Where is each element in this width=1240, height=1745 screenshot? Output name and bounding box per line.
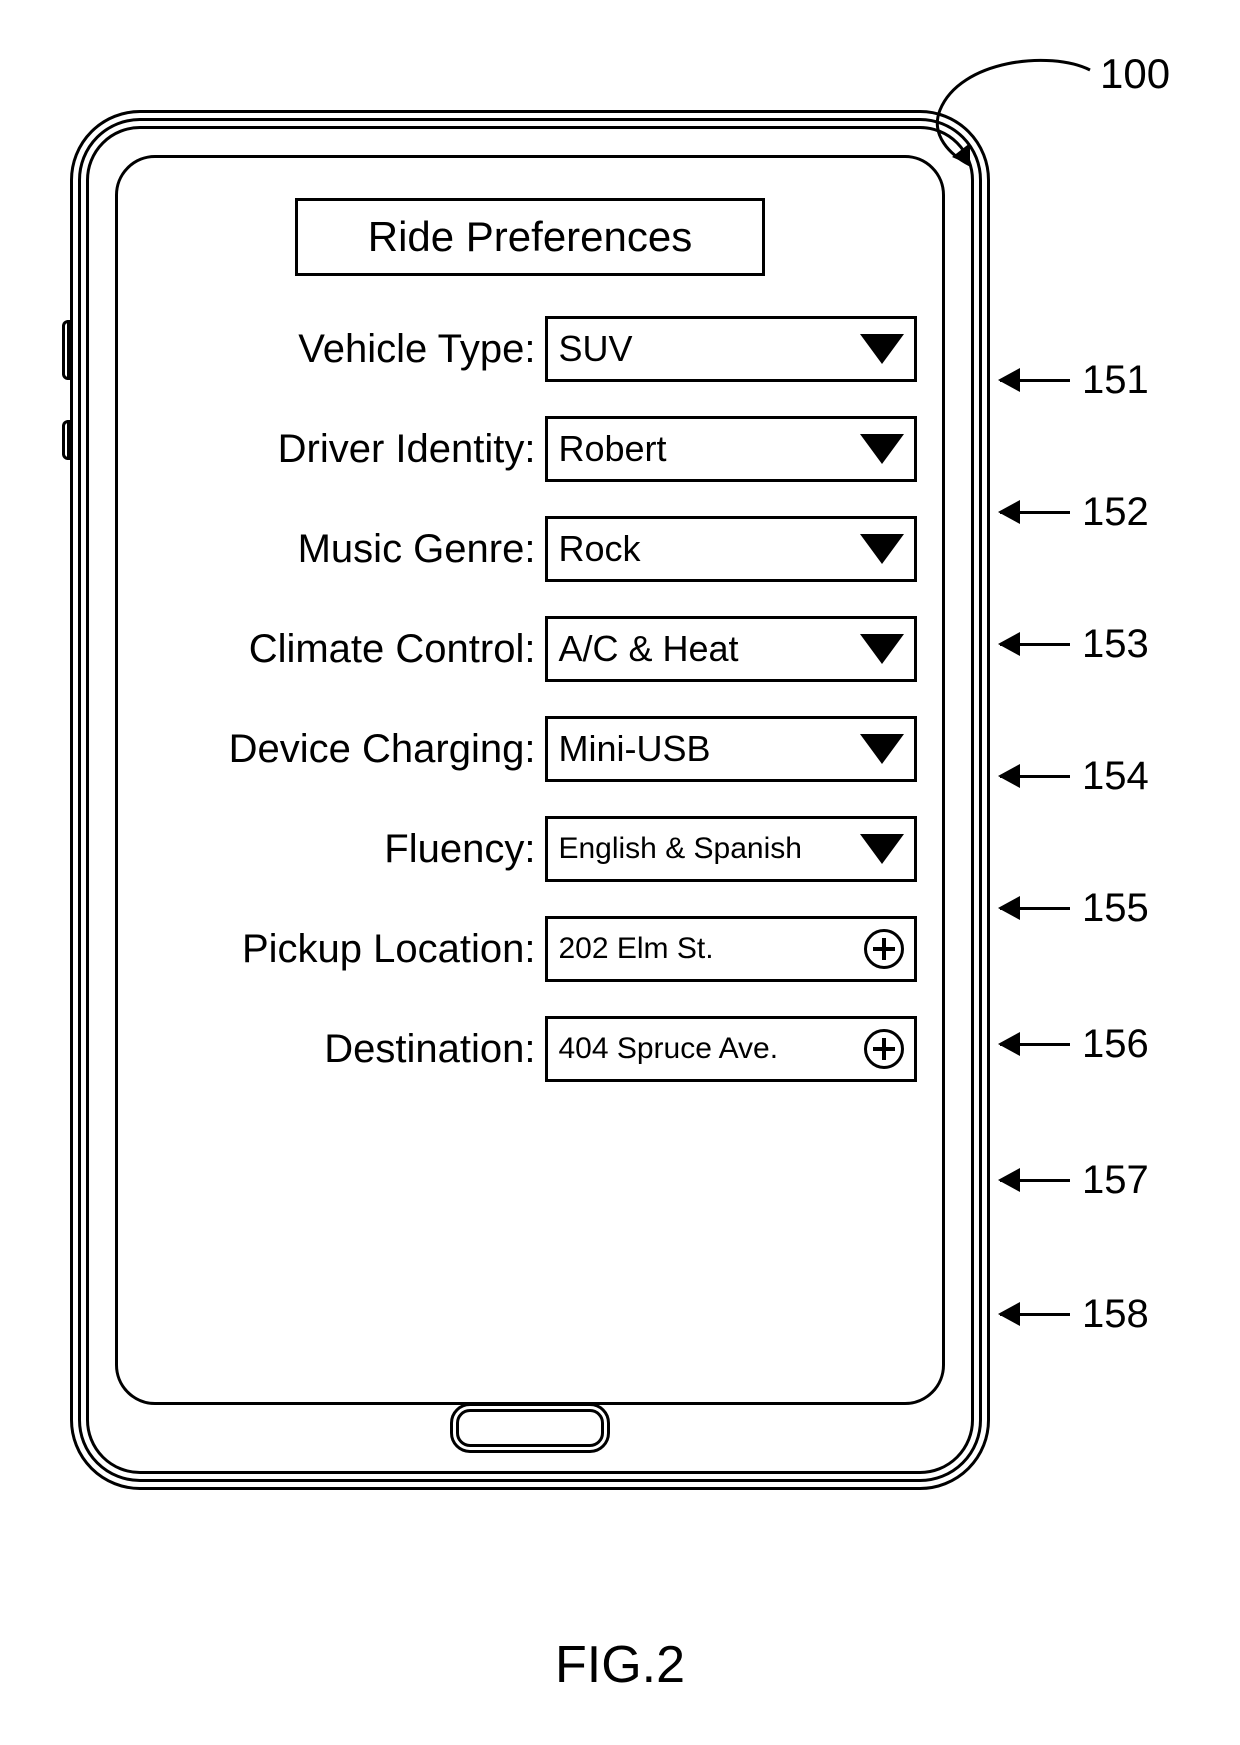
preference-label: Device Charging: (143, 727, 545, 772)
arrow-left-icon (1000, 379, 1070, 382)
ref-number: 151 (1082, 358, 1149, 403)
text-field[interactable]: 404 Spruce Ave. (545, 1016, 917, 1082)
dropdown-field[interactable]: Robert (545, 416, 917, 482)
chevron-down-icon (860, 434, 904, 464)
preference-row: Pickup Location: 202 Elm St. (143, 916, 917, 982)
field-value: Robert (558, 430, 666, 468)
field-value: A/C & Heat (558, 630, 738, 668)
preference-row: Destination: 404 Spruce Ave. (143, 1016, 917, 1082)
phone-screen: Ride Preferences Vehicle Type: SUV Driver … (115, 155, 945, 1405)
ref-number: 153 (1082, 622, 1149, 667)
preference-label: Fluency: (143, 827, 545, 872)
preference-label: Pickup Location: (143, 927, 545, 972)
preference-label: Driver Identity: (143, 427, 545, 472)
preference-label: Climate Control: (143, 627, 545, 672)
field-value: Mini-USB (558, 730, 710, 768)
arrow-left-icon (1000, 1179, 1070, 1182)
dropdown-field[interactable]: Mini-USB (545, 716, 917, 782)
ref-label-100: 100 (1100, 50, 1170, 98)
preference-label: Music Genre: (143, 527, 545, 572)
field-value: English & Spanish (558, 833, 802, 865)
home-button-inner (456, 1409, 604, 1447)
chevron-down-icon (860, 734, 904, 764)
dropdown-field[interactable]: English & Spanish (545, 816, 917, 882)
arrow-left-icon (1000, 1313, 1070, 1316)
preference-row: Fluency: English & Spanish (143, 816, 917, 882)
phone-side-button (62, 420, 70, 460)
preference-row: Driver Identity: Robert (143, 416, 917, 482)
figure-stage: 100 Ride Preferences Vehicle Type: SUV Dri… (0, 0, 1240, 1745)
arrow-left-icon (1000, 907, 1070, 910)
field-value: Rock (558, 530, 640, 568)
phone-side-button (62, 320, 70, 380)
arrow-left-icon (1000, 1043, 1070, 1046)
ref-number: 155 (1082, 886, 1149, 931)
preference-row: Vehicle Type: SUV (143, 316, 917, 382)
ref-number: 156 (1082, 1022, 1149, 1067)
ref-callout: 158 (1000, 1292, 1149, 1337)
text-field[interactable]: 202 Elm St. (545, 916, 917, 982)
screen-title: Ride Preferences (295, 198, 765, 276)
plus-icon[interactable] (864, 1029, 904, 1069)
ref-number: 158 (1082, 1292, 1149, 1337)
preference-row: Device Charging: Mini-USB (143, 716, 917, 782)
ref-callout: 151 (1000, 358, 1149, 403)
plus-icon[interactable] (864, 929, 904, 969)
preference-row: Climate Control: A/C & Heat (143, 616, 917, 682)
figure-label: FIG.2 (555, 1635, 685, 1695)
ref-callout: 156 (1000, 1022, 1149, 1067)
ref-callout: 153 (1000, 622, 1149, 667)
chevron-down-icon (860, 334, 904, 364)
preferences-form: Vehicle Type: SUV Driver Identity: Robert Mu… (143, 316, 917, 1082)
ref-number: 152 (1082, 490, 1149, 535)
ref-number: 154 (1082, 754, 1149, 799)
ref-callout: 157 (1000, 1158, 1149, 1203)
field-value: 404 Spruce Ave. (558, 1033, 778, 1065)
preference-label: Destination: (143, 1027, 545, 1072)
dropdown-field[interactable]: Rock (545, 516, 917, 582)
chevron-down-icon (860, 534, 904, 564)
arrow-left-icon (1000, 643, 1070, 646)
dropdown-field[interactable]: SUV (545, 316, 917, 382)
field-value: 202 Elm St. (558, 933, 713, 965)
field-value: SUV (558, 330, 632, 368)
chevron-down-icon (860, 634, 904, 664)
arrow-left-icon (1000, 775, 1070, 778)
dropdown-field[interactable]: A/C & Heat (545, 616, 917, 682)
ref-callout: 154 (1000, 754, 1149, 799)
ref-number: 157 (1082, 1158, 1149, 1203)
ref-callout: 152 (1000, 490, 1149, 535)
chevron-down-icon (860, 834, 904, 864)
ref-callout: 155 (1000, 886, 1149, 931)
preference-label: Vehicle Type: (143, 327, 545, 372)
preference-row: Music Genre: Rock (143, 516, 917, 582)
arrow-left-icon (1000, 511, 1070, 514)
